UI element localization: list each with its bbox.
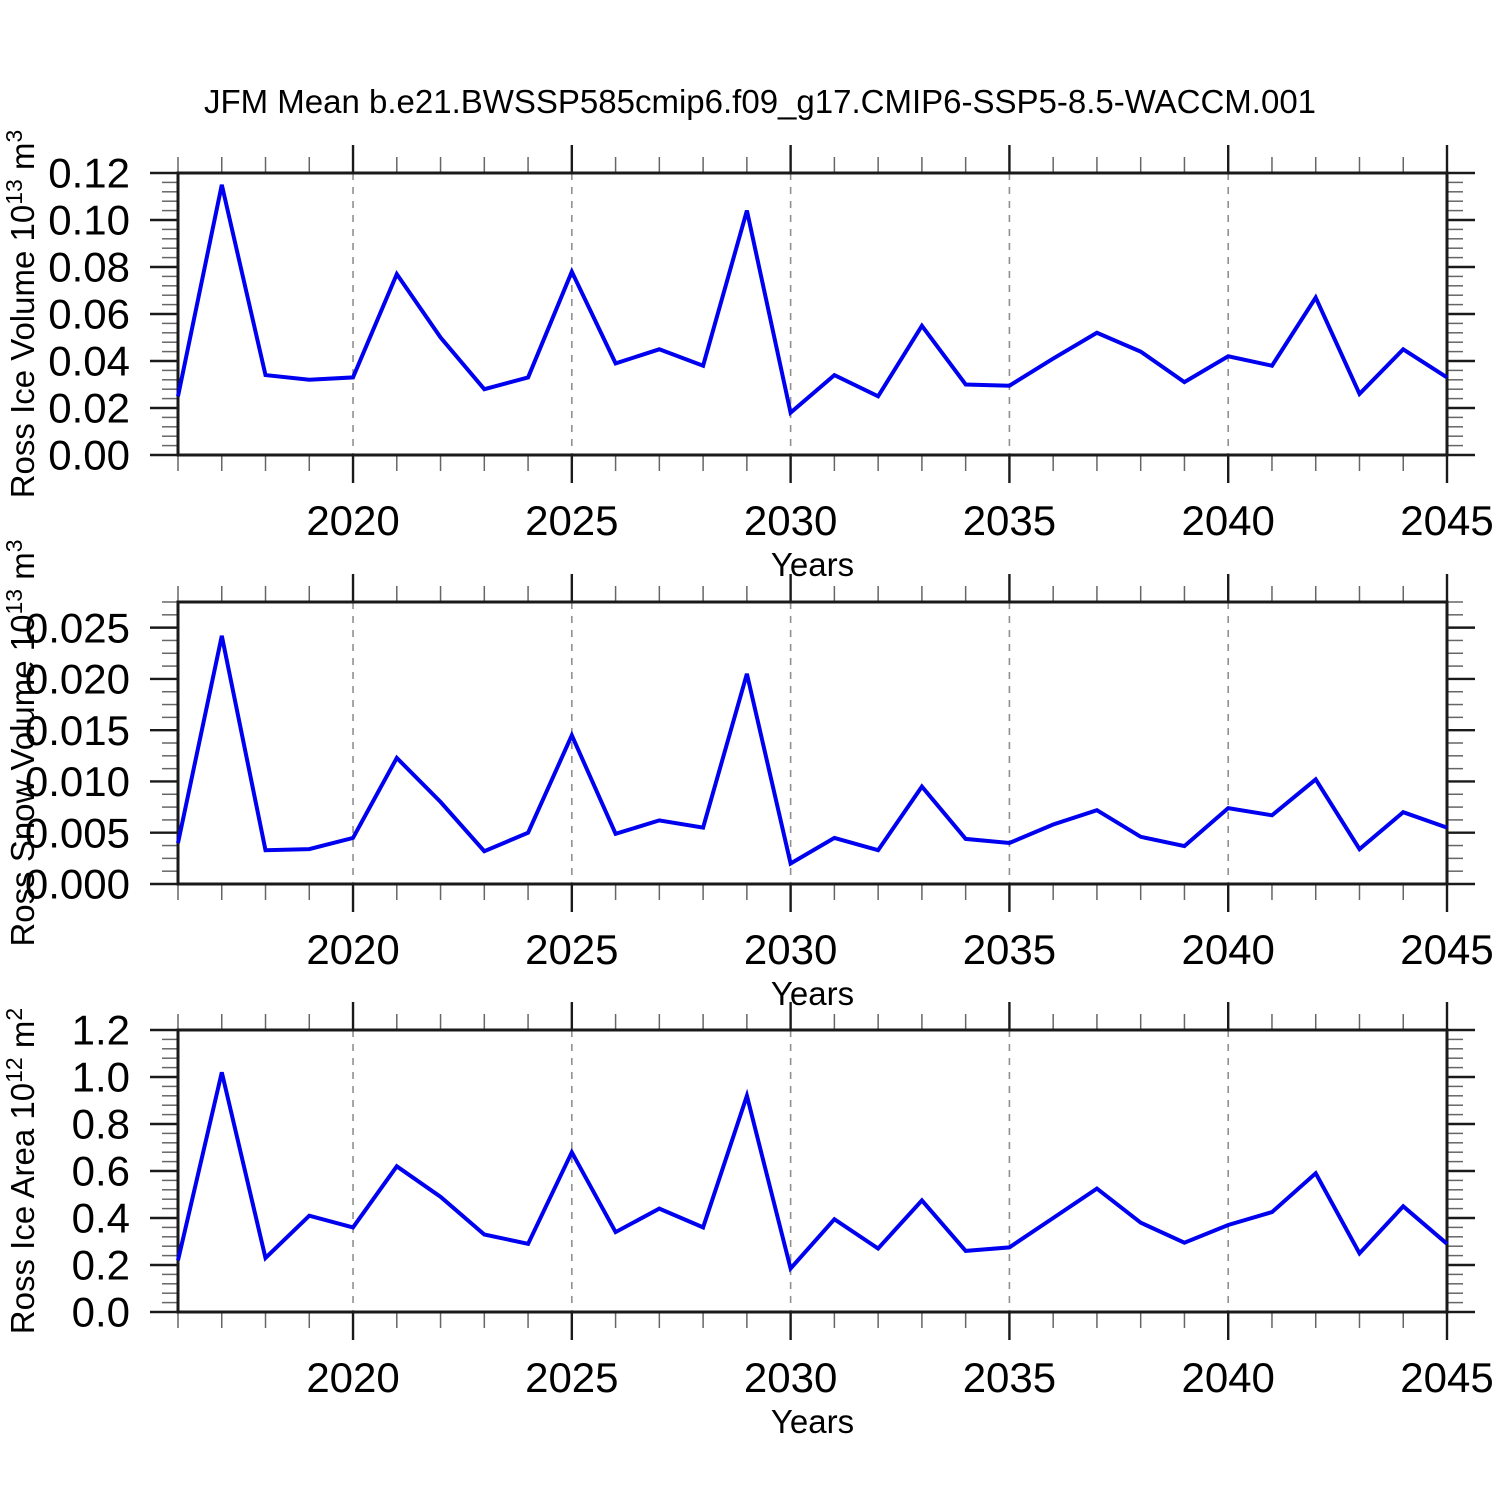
x-tick-label: 2045 (1400, 1354, 1493, 1401)
y-tick-label: 1.2 (72, 1007, 130, 1054)
y-tick-label: 0.0 (72, 1289, 130, 1336)
y-tick-label: 0.04 (48, 338, 130, 385)
data-line (176, 1071, 1449, 1273)
y-tick-label: 0.020 (25, 656, 130, 703)
y-tick-label: 0.010 (25, 758, 130, 805)
y-tick-label: 0.8 (72, 1101, 130, 1148)
y-tick-label: 0.015 (25, 707, 130, 754)
x-tick-label: 2040 (1181, 1354, 1274, 1401)
x-tick-label: 2040 (1181, 497, 1274, 544)
y-tick-label: 0.2 (72, 1242, 130, 1289)
y-tick-label: 0.6 (72, 1148, 130, 1195)
y-tick-label: 0.12 (48, 150, 130, 197)
y-tick-label: 0.000 (25, 861, 130, 908)
y-tick-label: 0.4 (72, 1195, 130, 1242)
y-tick-label: 1.0 (72, 1054, 130, 1101)
x-tick-label: 2025 (525, 926, 618, 973)
y-tick-label: 0.005 (25, 809, 130, 856)
x-axis-title: Years (771, 1403, 854, 1440)
panel-ross-ice-area: 0.00.20.40.60.81.01.2 2020 2025 2030 2035 204… (1, 1002, 1494, 1440)
x-tick-label: 2025 (525, 497, 618, 544)
y-axis-title: Ross Ice Area 1012 m2 (1, 1008, 41, 1334)
y-tick-label: 0.06 (48, 291, 130, 338)
x-tick-label: 2030 (744, 497, 837, 544)
x-tick-label: 2030 (744, 926, 837, 973)
y-tick-label: 0.08 (48, 244, 130, 291)
plot-box (176, 1028, 1449, 1314)
x-axis-title: Years (771, 546, 854, 583)
data-line (176, 184, 1449, 417)
panel-ross-ice-volume: 0.000.020.040.060.080.100.12 2020 2025 2030… (1, 130, 1494, 583)
plot-box (176, 600, 1449, 886)
x-axis-title: Years (771, 975, 854, 1012)
plot-box (176, 171, 1449, 457)
figure-title: JFM Mean b.e21.BWSSP585cmip6.f09_g17.CMI… (203, 83, 1317, 120)
y-tick-label: 0.10 (48, 197, 130, 244)
x-tick-label: 2035 (963, 1354, 1056, 1401)
x-tick-label: 2040 (1181, 926, 1274, 973)
x-tick-label: 2045 (1400, 926, 1493, 973)
y-axis-title: Ross Ice Volume 1013 m3 (1, 130, 41, 499)
x-tick-label: 2020 (306, 497, 399, 544)
y-axis-title: Ross Snow Volume 1013 m3 (1, 539, 41, 946)
y-tick-label: 0.025 (25, 604, 130, 651)
x-tick-label: 2030 (744, 1354, 837, 1401)
x-tick-label: 2020 (306, 926, 399, 973)
x-tick-label: 2035 (963, 926, 1056, 973)
y-tick-label: 0.02 (48, 385, 130, 432)
x-tick-label: 2025 (525, 1354, 618, 1401)
x-tick-label: 2045 (1400, 497, 1493, 544)
data-line (176, 635, 1448, 867)
y-tick-label: 0.00 (48, 432, 130, 479)
x-tick-label: 2020 (306, 1354, 399, 1401)
x-tick-label: 2035 (963, 497, 1056, 544)
